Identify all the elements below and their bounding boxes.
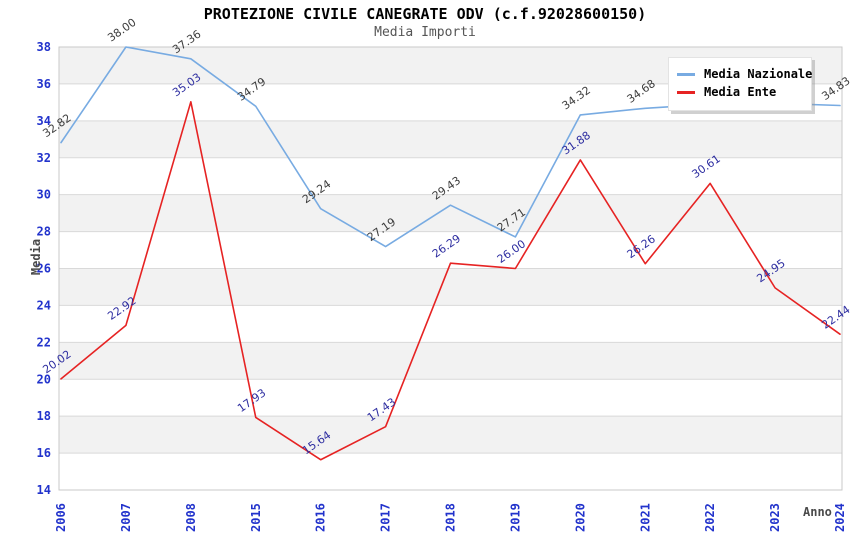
x-tick-label: 2019 (508, 503, 522, 532)
band (59, 416, 842, 454)
series-line-media-ente (60, 101, 841, 461)
y-tick-label: 30 (37, 188, 51, 202)
legend-item-media-ente: Media Ente (677, 85, 803, 100)
chart-title: PROTEZIONE CIVILE CANEGRATE ODV (c.f.920… (203, 5, 647, 23)
x-tick-label: 2016 (314, 503, 328, 532)
legend-line-swatch-red (677, 91, 695, 94)
legend-label: Media Ente (704, 85, 777, 99)
y-tick-label: 20 (37, 372, 51, 386)
y-tick-labels: 38 36 34 32 30 28 26 24 22 20 18 16 14 (37, 40, 51, 497)
legend: Media Nazionale Media Ente (668, 57, 812, 111)
point-label: 22.44 (819, 303, 850, 332)
y-axis-title: Media (29, 238, 44, 276)
background-bands (59, 47, 842, 454)
y-tick-label: 38 (37, 40, 51, 54)
band (59, 120, 842, 158)
point-label: 38.00 (105, 16, 138, 45)
x-tick-label: 2008 (184, 503, 198, 532)
y-tick-label: 28 (37, 225, 51, 239)
y-tick-label: 14 (37, 483, 51, 497)
y-tick-label: 18 (37, 409, 51, 423)
point-label: 17.93 (235, 386, 268, 415)
x-tick-label: 2017 (379, 503, 393, 532)
y-tick-label: 22 (37, 335, 51, 349)
x-axis-title: Anno (803, 505, 832, 519)
y-tick-label: 32 (37, 151, 51, 165)
y-tick-label: 36 (37, 77, 51, 91)
x-tick-label: 2024 (833, 503, 847, 532)
plot-border-rect (58, 46, 843, 491)
plot-border (58, 46, 843, 491)
y-tick-label: 26 (37, 262, 51, 276)
point-label: 26.00 (495, 237, 528, 266)
x-tick-label: 2006 (54, 503, 68, 532)
y-tick-label: 16 (37, 446, 51, 460)
band (59, 342, 842, 380)
x-tick-labels: 2006 2007 2008 2015 2016 2017 2018 2019 2020 2021… (54, 503, 847, 532)
x-tick-label: 2020 (573, 503, 587, 532)
y-tick-label: 24 (37, 298, 51, 312)
x-tick-label: 2021 (638, 503, 652, 532)
x-tick-label: 2015 (249, 503, 263, 532)
legend-line-swatch-blue (677, 73, 695, 76)
x-tick-label: 2018 (444, 503, 458, 532)
x-tick-label: 2023 (768, 503, 782, 532)
legend-item-media-nazionale: Media Nazionale (677, 67, 812, 82)
point-label: 34.32 (560, 84, 593, 113)
chart-subtitle: Media Importi (374, 25, 476, 40)
band (59, 268, 842, 306)
band (59, 194, 842, 232)
x-tick-label: 2022 (703, 503, 717, 532)
x-tick-label: 2007 (119, 503, 133, 532)
point-label: 26.29 (430, 232, 463, 261)
y-tick-label: 34 (37, 114, 51, 128)
legend-label: Media Nazionale (704, 67, 813, 81)
